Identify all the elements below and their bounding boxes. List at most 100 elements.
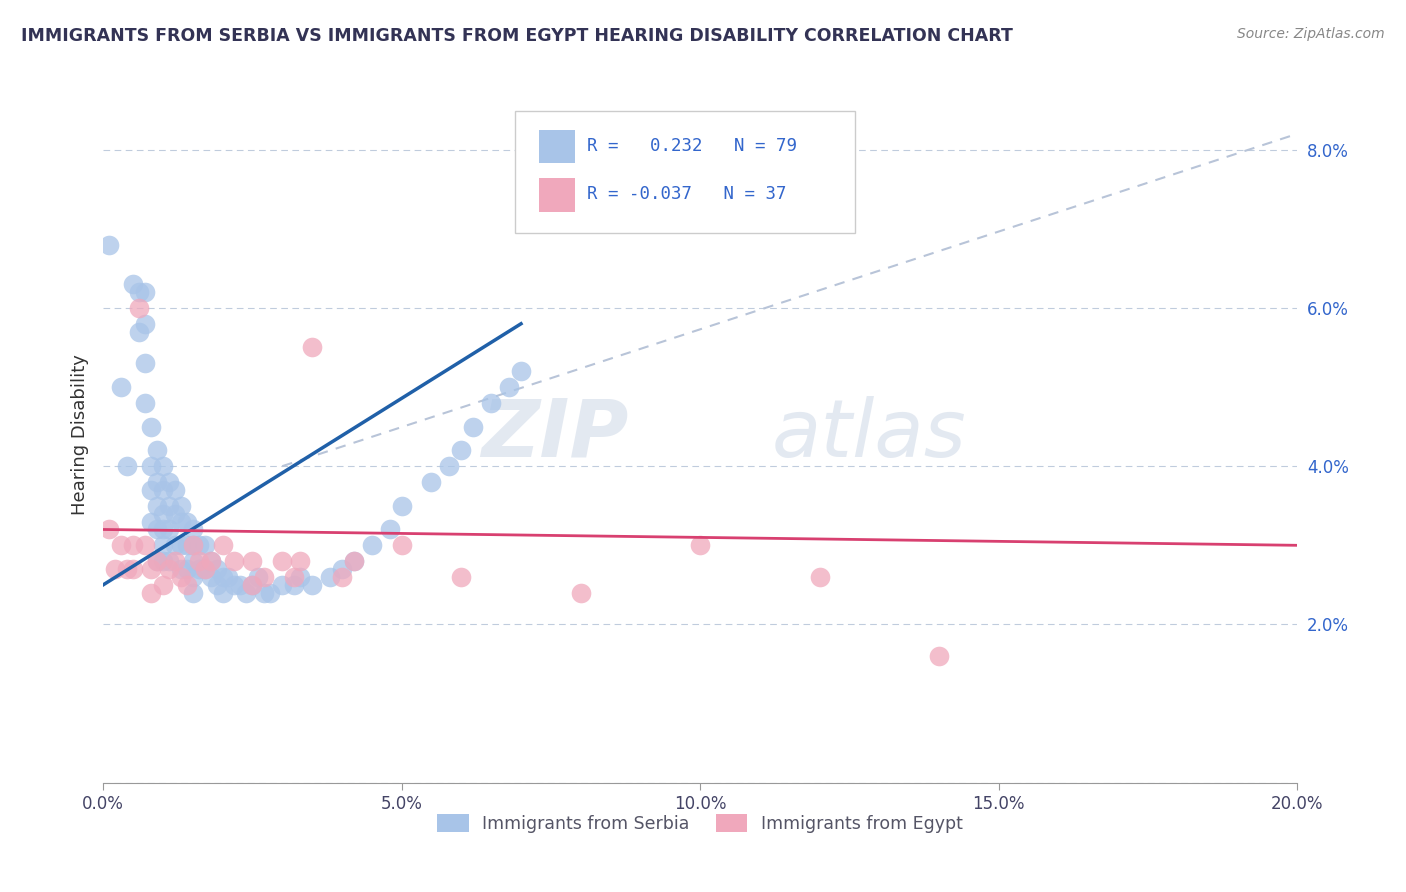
Point <box>391 538 413 552</box>
Point <box>288 554 311 568</box>
Point <box>200 554 222 568</box>
Point <box>157 475 180 489</box>
Point <box>450 443 472 458</box>
Point <box>211 570 233 584</box>
Point <box>205 562 228 576</box>
Point <box>139 515 162 529</box>
Point <box>330 562 353 576</box>
Point <box>170 562 193 576</box>
Point <box>157 523 180 537</box>
FancyBboxPatch shape <box>538 178 575 211</box>
Point <box>163 483 186 497</box>
FancyBboxPatch shape <box>515 111 855 233</box>
Point <box>139 419 162 434</box>
Point <box>343 554 366 568</box>
Point <box>689 538 711 552</box>
Point <box>157 554 180 568</box>
Point <box>139 586 162 600</box>
Point <box>247 570 270 584</box>
Point <box>128 301 150 315</box>
Point <box>152 538 174 552</box>
Point <box>170 499 193 513</box>
Point <box>205 578 228 592</box>
Point <box>139 459 162 474</box>
Point <box>152 554 174 568</box>
Y-axis label: Hearing Disability: Hearing Disability <box>72 354 89 515</box>
Point <box>301 341 323 355</box>
FancyBboxPatch shape <box>538 129 575 163</box>
Point <box>181 586 204 600</box>
Point <box>439 459 461 474</box>
Point <box>110 538 132 552</box>
Point <box>194 562 217 576</box>
Point <box>200 554 222 568</box>
Point <box>283 578 305 592</box>
Point <box>115 562 138 576</box>
Point <box>110 380 132 394</box>
Point <box>157 562 180 576</box>
Point <box>134 285 156 299</box>
Point <box>235 586 257 600</box>
Point <box>176 515 198 529</box>
Point <box>253 570 276 584</box>
Point <box>146 554 169 568</box>
Point <box>122 562 145 576</box>
Point <box>194 562 217 576</box>
Point <box>176 538 198 552</box>
Point <box>152 507 174 521</box>
Point <box>510 364 533 378</box>
Point <box>152 523 174 537</box>
Point <box>259 586 281 600</box>
Point <box>181 538 204 552</box>
Point <box>134 356 156 370</box>
Text: R =   0.232   N = 79: R = 0.232 N = 79 <box>586 136 797 154</box>
Point <box>569 586 592 600</box>
Point <box>176 578 198 592</box>
Point <box>420 475 443 489</box>
Point <box>181 538 204 552</box>
Point <box>224 578 246 592</box>
Point <box>128 285 150 299</box>
Point <box>146 443 169 458</box>
Point <box>163 554 186 568</box>
Point <box>271 578 294 592</box>
Text: ZIP: ZIP <box>481 395 628 474</box>
Point <box>343 554 366 568</box>
Point <box>170 538 193 552</box>
Point <box>146 475 169 489</box>
Point <box>170 570 193 584</box>
Point <box>271 554 294 568</box>
Point <box>808 570 831 584</box>
Point <box>229 578 252 592</box>
Point <box>98 523 121 537</box>
Point <box>152 483 174 497</box>
Point <box>187 554 209 568</box>
Point <box>240 578 263 592</box>
Point <box>240 554 263 568</box>
Point <box>187 562 209 576</box>
Point <box>240 578 263 592</box>
Point <box>194 538 217 552</box>
Point <box>330 570 353 584</box>
Point <box>176 562 198 576</box>
Point <box>360 538 382 552</box>
Text: R = -0.037   N = 37: R = -0.037 N = 37 <box>586 186 786 203</box>
Point <box>928 649 950 664</box>
Point <box>104 562 127 576</box>
Point <box>122 538 145 552</box>
Text: atlas: atlas <box>772 395 966 474</box>
Point <box>157 499 180 513</box>
Point <box>200 570 222 584</box>
Point <box>146 499 169 513</box>
Point <box>479 396 502 410</box>
Point <box>319 570 342 584</box>
Point <box>134 396 156 410</box>
Point <box>146 554 169 568</box>
Point <box>288 570 311 584</box>
Point <box>224 554 246 568</box>
Point <box>181 523 204 537</box>
Point <box>128 325 150 339</box>
Text: IMMIGRANTS FROM SERBIA VS IMMIGRANTS FROM EGYPT HEARING DISABILITY CORRELATION C: IMMIGRANTS FROM SERBIA VS IMMIGRANTS FRO… <box>21 27 1012 45</box>
Point <box>152 578 174 592</box>
Point <box>170 515 193 529</box>
